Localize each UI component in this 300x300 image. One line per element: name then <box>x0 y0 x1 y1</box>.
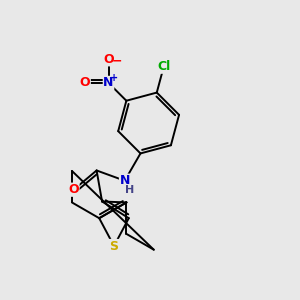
Text: O: O <box>103 53 114 66</box>
Text: O: O <box>68 183 79 196</box>
Text: N: N <box>119 174 130 187</box>
Text: −: − <box>112 54 122 67</box>
Text: H: H <box>124 185 134 195</box>
Text: Cl: Cl <box>157 60 170 73</box>
Text: S: S <box>110 239 118 253</box>
Text: N: N <box>103 76 114 89</box>
Text: O: O <box>80 76 90 89</box>
Text: +: + <box>110 73 118 82</box>
